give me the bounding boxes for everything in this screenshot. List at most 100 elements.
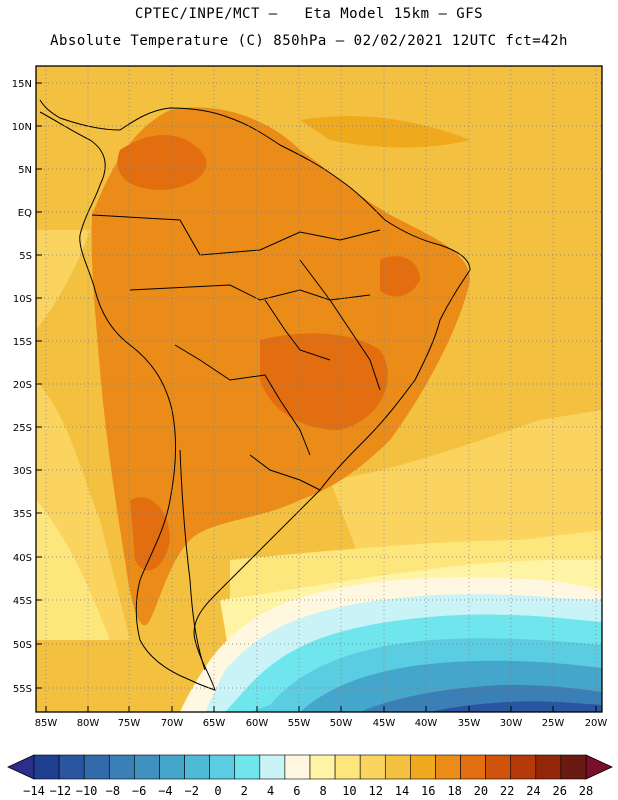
plot-frame <box>35 65 603 713</box>
lon-label: 30W <box>500 718 523 729</box>
lat-label: 15N <box>12 79 32 90</box>
colorbar-label: −8 <box>106 784 120 798</box>
lat-label: 5N <box>18 165 32 176</box>
lat-label: 40S <box>13 553 32 564</box>
border-north <box>91 214 381 256</box>
field-andes-north-hot <box>117 135 207 190</box>
lat-label: 10N <box>12 122 32 133</box>
lon-label: 40W <box>415 718 438 729</box>
border-uruguay <box>249 454 321 491</box>
colorbar-cell <box>460 754 486 780</box>
continent-outline <box>39 99 471 691</box>
lat-labels: 15N 10N 5N EQ 5S 10S 15S 20S 25S 30S 35S… <box>12 79 32 695</box>
coastlines <box>39 99 471 691</box>
lat-label: 10S <box>13 294 32 305</box>
colorbar-cell <box>560 754 587 780</box>
colorbar-label: 4 <box>267 784 274 798</box>
lon-ticks <box>45 706 597 712</box>
lat-label: 20S <box>13 380 32 391</box>
colorbar-label: 18 <box>447 784 461 798</box>
lon-label: 75W <box>118 718 141 729</box>
lon-label: 85W <box>35 718 58 729</box>
colorbar-label: −14 <box>23 784 45 798</box>
field-patagonia-hot <box>130 497 170 571</box>
colorbar-cell <box>108 754 135 780</box>
lon-label: 50W <box>330 718 353 729</box>
lon-labels: 85W 80W 75W 70W 65W 60W 55W 50W 45W 40W … <box>35 718 608 729</box>
colorbar-cell <box>334 754 361 780</box>
lat-label: 5S <box>19 251 32 262</box>
colorbar-max-arrow <box>585 754 613 780</box>
colorbar-cell <box>259 754 286 780</box>
border-chile-argentina <box>179 449 206 671</box>
field-northeast-hot <box>380 256 420 297</box>
colorbar-cell <box>33 754 60 780</box>
colorbar-label: 6 <box>293 784 300 798</box>
colorbar-label: 2 <box>241 784 248 798</box>
field-cold-6 <box>430 701 602 712</box>
lon-label: 45W <box>373 718 396 729</box>
colorbar-cell <box>284 754 311 780</box>
colorbar-cell <box>410 754 436 780</box>
lon-label: 35W <box>458 718 481 729</box>
lat-label: 55S <box>13 684 32 695</box>
colorbar-label: 20 <box>474 784 488 798</box>
colorbar-label: −12 <box>49 784 71 798</box>
colorbar-cell <box>535 754 562 780</box>
lon-label: 25W <box>542 718 565 729</box>
colorbar-min-arrow <box>7 754 35 780</box>
colorbar-label: 0 <box>214 784 221 798</box>
colorbar-cell <box>485 754 512 780</box>
border-mato-grosso <box>264 299 331 361</box>
colorbar-label: 14 <box>395 784 409 798</box>
title-line-1: CPTEC/INPE/MCT – Eta Model 15km – GFS <box>134 6 484 22</box>
colorbar-label: −10 <box>76 784 98 798</box>
lat-label: 15S <box>13 337 32 348</box>
field-central-hot <box>260 333 388 430</box>
colorbar-label: 12 <box>368 784 382 798</box>
colorbar-cell <box>359 754 386 780</box>
border-amazon <box>129 284 371 301</box>
colorbar-cell <box>184 754 210 780</box>
lat-label: EQ <box>18 208 32 219</box>
colorbar-cells <box>33 754 587 780</box>
lon-label: 65W <box>203 718 226 729</box>
colorbar-label: 10 <box>342 784 356 798</box>
colorbar-cell <box>384 754 411 780</box>
lat-label: 25S <box>13 423 32 434</box>
lon-label: 20W <box>585 718 608 729</box>
colorbar-cell <box>435 754 461 780</box>
colorbar-label: 22 <box>500 784 514 798</box>
lon-label: 55W <box>288 718 311 729</box>
colorbar-cell <box>510 754 537 780</box>
colorbar-label: 8 <box>320 784 327 798</box>
colorbar-label: 26 <box>552 784 566 798</box>
colorbar-cell <box>309 754 336 780</box>
lon-label: 70W <box>161 718 184 729</box>
colorbar-label: −4 <box>158 784 172 798</box>
colorbar-labels: −14 −12 −10 −8 −6 −4 −2 0 2 4 6 8 10 12 14 16 18 20 22 24 26… <box>23 784 593 798</box>
colorbar-cell <box>58 754 85 780</box>
field-atlantic-mid <box>330 410 602 565</box>
field-north-warm <box>300 116 470 148</box>
colorbar-label: 24 <box>526 784 540 798</box>
lat-label: 45S <box>13 596 32 607</box>
colorbar-cell <box>159 754 185 780</box>
border-bolivia <box>174 344 311 456</box>
colorbar-cell <box>209 754 236 780</box>
colorbar-cell <box>134 754 160 780</box>
colorbar-label: 16 <box>421 784 435 798</box>
lat-ticks <box>36 82 42 689</box>
colorbar-cell <box>234 754 261 780</box>
colorbar-label: −6 <box>132 784 146 798</box>
colorbar: −14 −12 −10 −8 −6 −4 −2 0 2 4 6 8 10 12 14 16 18 20 22 24 26… <box>7 754 613 798</box>
temperature-field <box>36 66 602 712</box>
lat-label: 50S <box>13 640 32 651</box>
colorbar-label: −2 <box>184 784 198 798</box>
lat-label: 35S <box>13 509 32 520</box>
title-line-2: Absolute Temperature (C) 850hPa – 02/02/… <box>50 33 568 49</box>
colorbar-cell <box>83 754 110 780</box>
lat-label: 30S <box>13 466 32 477</box>
lon-label: 80W <box>77 718 100 729</box>
